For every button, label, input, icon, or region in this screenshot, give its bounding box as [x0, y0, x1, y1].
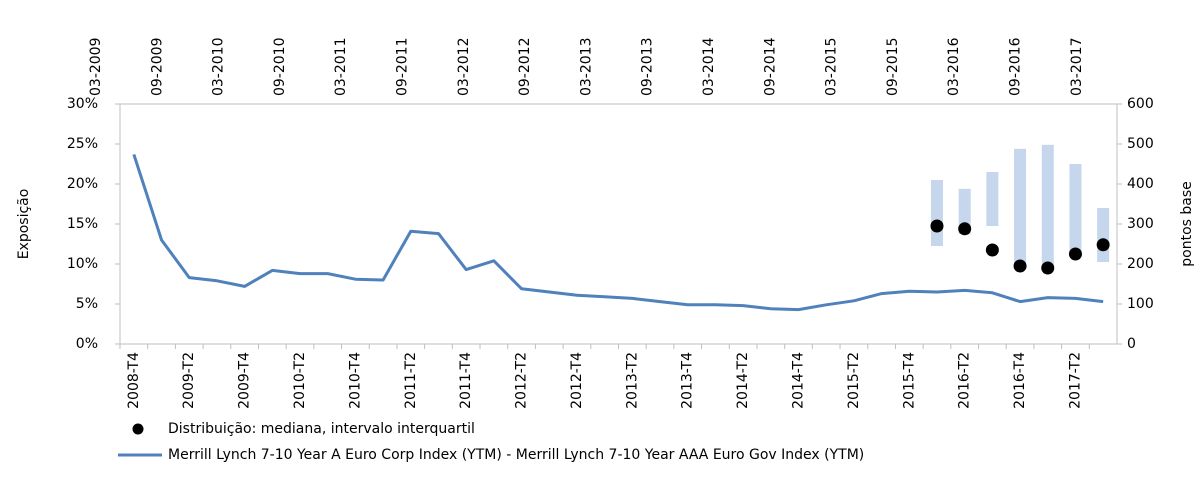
x2-tick-label: 03-2011 — [333, 38, 349, 97]
median-dot — [958, 222, 972, 236]
range-bar — [1041, 144, 1054, 268]
x-tick-label: 2015-T2 — [846, 352, 862, 409]
x-tick-label: 2010-T4 — [347, 352, 363, 409]
x-tick-label: 2015-T4 — [901, 352, 917, 409]
x-tick-label: 2008-T4 — [126, 352, 142, 409]
x-tick-label: 2010-T2 — [292, 352, 308, 409]
x-tick-label: 2016-T2 — [957, 352, 973, 409]
x2-tick-label: 03-2015 — [824, 38, 840, 97]
y-tick-label: 15% — [67, 216, 98, 232]
x-tick-label: 2009-T4 — [237, 352, 253, 409]
median-dot — [1013, 259, 1027, 273]
x2-tick-label: 03-2013 — [578, 38, 594, 97]
y2-tick-label: 300 — [1127, 216, 1154, 232]
x2-tick-label: 09-2014 — [762, 37, 778, 96]
y2-tick-label: 200 — [1127, 256, 1154, 272]
line-series — [132, 153, 1104, 312]
x2-tick-label: 09-2011 — [395, 38, 411, 97]
x2-tick-label: 09-2015 — [885, 38, 901, 97]
range-bar — [986, 172, 999, 226]
x-tick-label: 2009-T2 — [181, 352, 197, 409]
y-tick-label: 30% — [67, 96, 98, 112]
x-tick-label: 2014-T4 — [791, 352, 807, 409]
x2-tick-label: 09-2013 — [640, 38, 656, 97]
y-tick-label: 20% — [67, 176, 98, 192]
x2-tick-label: 09-2012 — [517, 38, 533, 97]
x-tick-label: 2013-T2 — [624, 352, 640, 409]
x-tick-label: 2017-T2 — [1067, 352, 1083, 409]
y-tick-label: 5% — [76, 296, 98, 312]
y2-axis-title: pontos base — [1179, 181, 1195, 267]
x2-tick-label: 03-2014 — [701, 37, 717, 96]
x2-tick-label: 09-2009 — [149, 38, 165, 97]
x-tick-label: 2011-T4 — [458, 352, 474, 409]
x2-tick-label: 03-2010 — [211, 38, 227, 97]
x-tick-label: 2012-T2 — [514, 352, 530, 409]
x2-tick-label: 09-2010 — [272, 38, 288, 97]
range-bar — [1069, 164, 1082, 254]
legend-marker — [132, 423, 144, 435]
x2-tick-label: 03-2012 — [456, 38, 472, 97]
x2-tick-label: 09-2016 — [1008, 37, 1024, 96]
legend-label: Distribuição: mediana, intervalo interqu… — [168, 421, 475, 437]
median-dot — [1068, 247, 1082, 261]
median-dot — [930, 219, 944, 233]
y-tick-label: 0% — [76, 336, 98, 352]
x-tick-label: 2011-T2 — [403, 352, 419, 409]
range-bar — [930, 180, 943, 246]
y2-tick-label: 400 — [1127, 176, 1154, 192]
x2-tick-label: 03-2016 — [946, 37, 962, 96]
x-tick-label: 2014-T2 — [735, 352, 751, 409]
range-bar — [958, 188, 971, 234]
y2-tick-label: 600 — [1127, 96, 1154, 112]
range-bar — [1097, 208, 1110, 262]
median-dot — [1041, 261, 1055, 275]
range-bar — [1014, 148, 1027, 263]
median-dot — [985, 243, 999, 257]
y2-tick-label: 0 — [1127, 336, 1136, 352]
x2-tick-label: 03-2009 — [88, 38, 104, 97]
y2-tick-label: 100 — [1127, 296, 1154, 312]
median-dot — [1096, 238, 1110, 252]
x-tick-label: 2016-T4 — [1012, 352, 1028, 409]
y-tick-label: 10% — [67, 256, 98, 272]
y-tick-label: 25% — [67, 136, 98, 152]
y-axis-title: Exposição — [16, 189, 32, 260]
x-tick-label: 2012-T4 — [569, 352, 585, 409]
x-tick-label: 2013-T4 — [680, 352, 696, 409]
y2-tick-label: 500 — [1127, 136, 1154, 152]
x2-tick-label: 03-2017 — [1069, 38, 1085, 97]
legend-label: Merrill Lynch 7-10 Year A Euro Corp Inde… — [168, 447, 864, 463]
